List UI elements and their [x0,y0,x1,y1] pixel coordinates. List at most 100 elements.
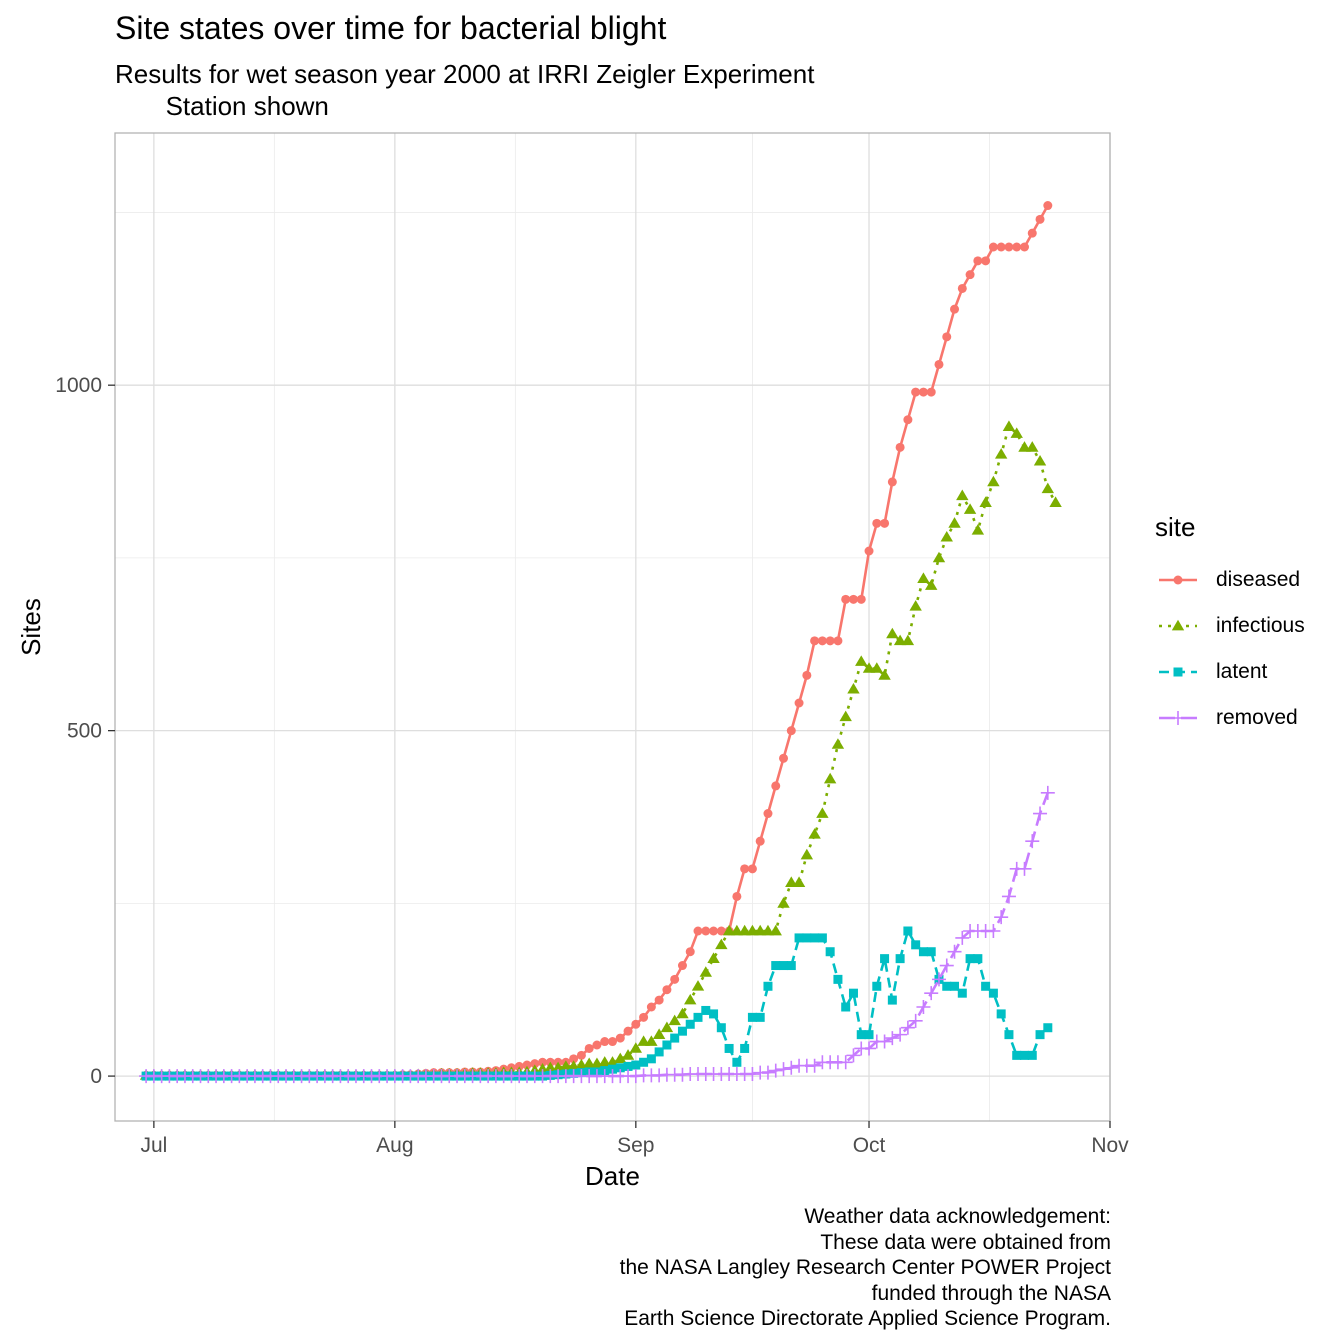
data-point-circle [709,926,719,936]
data-point-triangle [994,448,1008,459]
data-point-plus [994,910,1009,925]
data-point-circle [631,1019,641,1029]
legend-item-infectious: infectious [1155,603,1305,649]
data-point-triangle [652,1028,666,1039]
data-point-square [662,1040,672,1050]
data-point-plus [916,1000,931,1014]
data-point-circle [755,836,765,846]
x-tick-label: Oct [853,1134,886,1157]
data-point-plus [1171,711,1185,725]
data-point-triangle [901,634,915,646]
data-point-square [701,1005,711,1015]
x-axis-label: Date [585,1161,640,1191]
data-point-square [887,995,897,1005]
data-point-triangle [878,669,891,680]
data-point-triangle [746,924,759,936]
data-point-triangle [1002,420,1016,431]
data-point-circle [701,926,711,936]
data-point-triangle [722,924,736,936]
data-point-circle [685,947,695,957]
data-point-triangle [1049,496,1062,507]
data-point-triangle [544,1061,557,1073]
data-point-square [639,1057,649,1067]
y-axis-label: Sites [16,598,46,656]
series-layer [139,201,1062,1084]
data-point-circle [677,961,687,971]
data-point-triangle [738,924,751,936]
data-point-square [950,981,960,991]
data-point-plus [776,1062,791,1077]
data-point-triangle [715,938,728,950]
data-point-square [763,981,773,991]
data-point-circle [530,1059,540,1069]
data-point-square [747,1012,757,1022]
data-point-triangle [730,924,744,936]
data-point-triangle [753,924,767,936]
data-point-square [1019,1050,1029,1060]
data-point-triangle [645,1035,658,1046]
data-point-plus [908,1013,923,1028]
data-point-triangle [917,572,930,583]
data-point-plus [947,944,962,959]
legend-key-latent [1159,667,1197,677]
data-point-circle [841,594,851,604]
data-point-triangle [691,980,705,991]
data-point-plus [838,1055,853,1070]
data-point-circle [654,995,664,1005]
data-point-triangle [925,579,938,590]
data-point-circle [802,670,812,680]
data-point-plus [931,972,946,987]
data-point-circle [1035,214,1045,224]
legend-item-diseased: diseased [1155,557,1305,603]
data-point-triangle [963,503,977,514]
data-point-square [779,961,789,971]
legend-items: diseased infectious latent removed [1155,557,1305,741]
series-infectious [139,420,1062,1080]
data-point-circle [646,1002,656,1012]
y-tick-label: 500 [67,720,102,743]
data-point-triangle [956,489,969,501]
data-point-plus [986,924,1001,938]
data-point-square [802,933,812,943]
data-point-triangle [637,1035,650,1046]
data-point-square [833,974,843,984]
data-point-plus [955,930,970,945]
data-point-square [755,1012,765,1022]
data-point-triangle [870,662,883,673]
data-point-circle [848,594,858,604]
data-point-triangle [839,710,852,722]
data-point-square [677,1026,687,1036]
data-point-square [988,988,998,998]
data-point-triangle [629,1042,643,1053]
data-point-plus [893,1027,908,1042]
data-point-circle [981,256,991,266]
data-point-square [716,1023,726,1033]
data-point-plus [885,1031,900,1046]
data-point-square [880,954,890,964]
data-point-circle [973,256,983,266]
data-point-circle [514,1061,524,1071]
data-point-plus [1001,889,1016,904]
series-line-infectious [146,424,1057,1077]
data-point-square [817,933,827,943]
data-point-circle [817,636,827,646]
data-point-square [841,1002,851,1012]
series-line-latent [146,927,1049,1078]
data-point-circle [864,546,874,556]
data-point-square [631,1060,641,1070]
data-point-triangle [1171,619,1185,631]
legend-label: removed [1216,706,1298,729]
data-point-circle [732,891,742,901]
data-point-square [740,1043,750,1053]
legend-item-removed: removed [1155,695,1305,741]
data-point-square [771,961,781,971]
y-tick-label: 1000 [55,374,102,397]
data-point-square [685,1019,695,1029]
data-point-circle [887,477,897,487]
data-point-circle [872,518,882,528]
data-point-circle [771,781,781,791]
data-point-circle [825,636,835,646]
data-point-triangle [940,530,953,542]
data-point-plus [939,958,954,973]
